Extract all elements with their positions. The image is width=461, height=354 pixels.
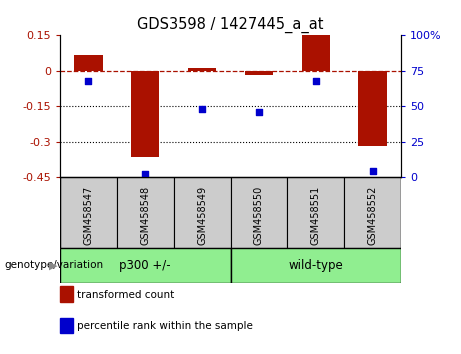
Bar [230, 248, 401, 283]
Point [85, 78, 92, 84]
Text: GSM458552: GSM458552 [367, 185, 378, 245]
Bar [358, 71, 387, 146]
Bar [131, 71, 160, 157]
Point [369, 169, 376, 174]
Bar [344, 177, 401, 248]
Text: GSM458551: GSM458551 [311, 185, 321, 245]
Bar [60, 248, 230, 283]
Point [198, 106, 206, 112]
Point [312, 78, 319, 84]
Text: GSM458549: GSM458549 [197, 185, 207, 245]
Bar [174, 177, 230, 248]
Bar [245, 71, 273, 75]
Bar [60, 177, 117, 248]
Point [142, 171, 149, 177]
Bar [188, 68, 216, 71]
Text: p300 +/-: p300 +/- [119, 259, 171, 272]
Text: GSM458547: GSM458547 [83, 185, 94, 245]
Text: GSM458550: GSM458550 [254, 185, 264, 245]
Text: transformed count: transformed count [77, 290, 175, 299]
Text: genotype/variation: genotype/variation [5, 261, 104, 270]
Text: percentile rank within the sample: percentile rank within the sample [77, 321, 254, 331]
Title: GDS3598 / 1427445_a_at: GDS3598 / 1427445_a_at [137, 16, 324, 33]
Bar [301, 35, 330, 71]
Bar [74, 56, 102, 71]
Text: ▶: ▶ [49, 261, 57, 270]
Text: GSM458548: GSM458548 [140, 185, 150, 245]
Point [255, 109, 263, 115]
Bar [287, 177, 344, 248]
Text: wild-type: wild-type [289, 259, 343, 272]
Bar [117, 177, 174, 248]
Bar [230, 177, 287, 248]
